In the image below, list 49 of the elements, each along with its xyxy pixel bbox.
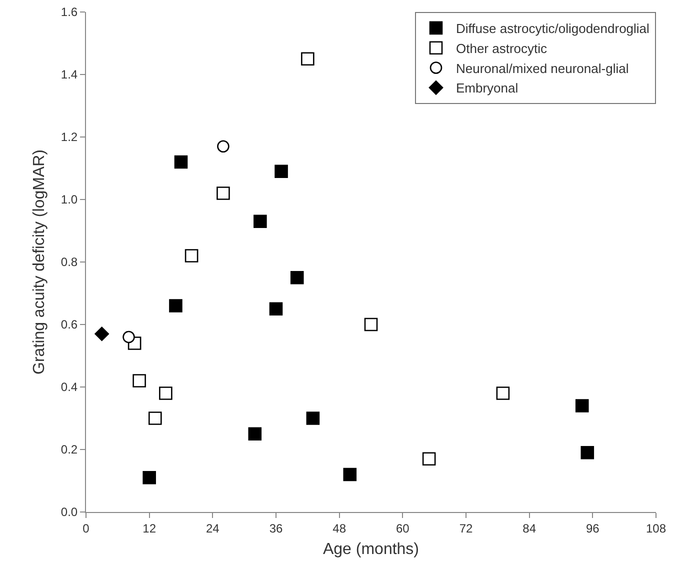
point bbox=[122, 330, 135, 344]
point bbox=[216, 186, 230, 200]
legend-label: Neuronal/mixed neuronal-glial bbox=[456, 60, 629, 76]
point bbox=[580, 446, 594, 460]
y-tick-label: 1.0 bbox=[60, 192, 78, 207]
x-tick-label: 36 bbox=[269, 521, 283, 536]
point bbox=[343, 468, 357, 482]
point bbox=[142, 470, 156, 484]
x-tick-label: 12 bbox=[142, 521, 156, 536]
point bbox=[148, 412, 162, 425]
point bbox=[274, 164, 288, 178]
x-tick-label: 0 bbox=[82, 521, 90, 536]
point bbox=[364, 318, 378, 332]
legend-label: Other astrocytic bbox=[456, 40, 548, 56]
y-tick-label: 0.4 bbox=[60, 380, 78, 394]
x-tick-label: 60 bbox=[396, 521, 410, 536]
y-tick-label: 1.6 bbox=[60, 5, 78, 20]
point bbox=[290, 270, 304, 284]
point bbox=[254, 214, 267, 228]
point bbox=[169, 299, 182, 312]
point bbox=[248, 427, 262, 441]
point bbox=[422, 452, 436, 466]
x-tick-label: 96 bbox=[586, 521, 600, 536]
point bbox=[159, 386, 172, 400]
x-tick-label: 108 bbox=[646, 521, 666, 536]
point bbox=[184, 249, 198, 262]
y-tick-label: 0.2 bbox=[60, 442, 78, 457]
legend-label: Embryonal bbox=[456, 80, 518, 96]
point bbox=[269, 302, 283, 316]
x-axis-title: Age (months) bbox=[322, 541, 420, 558]
y-tick-label: 1.4 bbox=[60, 68, 78, 82]
point bbox=[132, 374, 146, 388]
y-axis-title: Grating acuity deficity (logMAR) bbox=[30, 150, 48, 374]
legend-label: Diffuse astrocytic/oligodendroglial bbox=[456, 21, 650, 36]
point bbox=[217, 140, 230, 153]
y-tick-label: 0.8 bbox=[60, 255, 78, 270]
y-tick-label: 1.2 bbox=[60, 130, 78, 144]
x-tick-label: 24 bbox=[206, 521, 220, 536]
y-tick-label: 0.6 bbox=[60, 318, 78, 332]
point bbox=[301, 52, 314, 66]
y-tick-label: 0.0 bbox=[60, 505, 78, 520]
point bbox=[575, 399, 589, 412]
point bbox=[94, 326, 109, 342]
point bbox=[496, 386, 510, 400]
point bbox=[306, 412, 320, 425]
x-tick-label: 72 bbox=[459, 521, 473, 536]
x-tick-label: 84 bbox=[522, 521, 536, 536]
point bbox=[174, 155, 188, 169]
x-tick-label: 48 bbox=[332, 521, 346, 536]
